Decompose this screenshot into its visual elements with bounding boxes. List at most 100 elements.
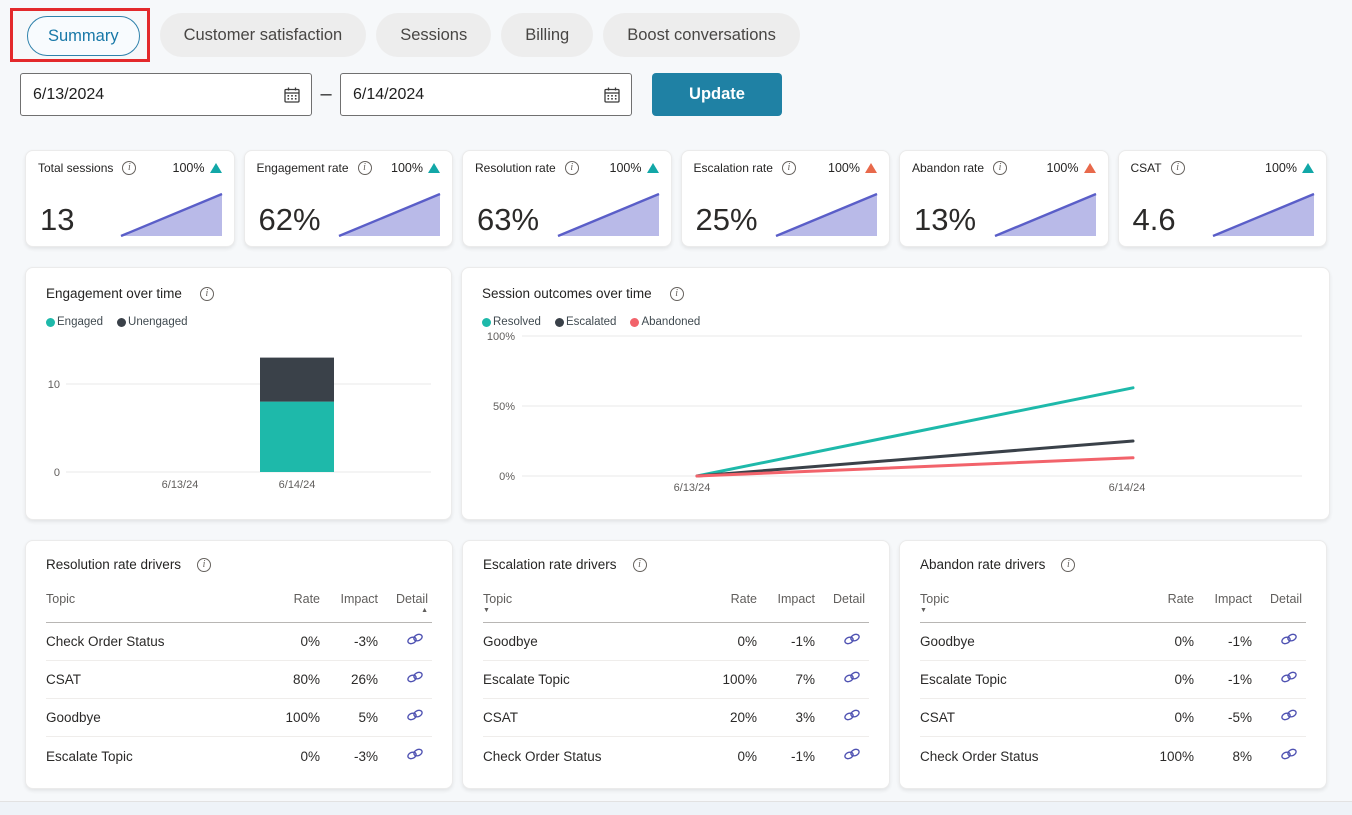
column-header-topic[interactable]: Topic ▼	[920, 592, 1136, 614]
kpi-change-value: 100%	[828, 161, 860, 175]
kpi-summary-row: Total sessions i 100% 13 Engagement rate i 100…	[0, 150, 1352, 247]
cell-topic: CSAT	[920, 710, 956, 725]
table-row: CSAT 20% 3%	[483, 699, 869, 737]
resolution-rate-drivers-card: Resolution rate drivers i Topic Rate Impact D…	[25, 540, 453, 789]
info-icon[interactable]: i	[1061, 557, 1076, 572]
drivers-table-title: Escalation rate drivers	[483, 557, 617, 572]
tab-boost-conversations[interactable]: Boost conversations	[603, 13, 800, 57]
info-icon[interactable]: i	[781, 161, 796, 175]
column-header-label: Detail	[833, 592, 865, 606]
column-header-rate[interactable]: Rate	[699, 592, 757, 606]
detail-link-icon[interactable]	[1280, 670, 1298, 687]
drivers-table-title: Abandon rate drivers	[920, 557, 1046, 572]
info-icon[interactable]: i	[197, 557, 212, 572]
legend-item-abandoned[interactable]: Abandoned	[630, 316, 700, 328]
detail-link-icon[interactable]	[1280, 708, 1298, 725]
legend-item-engaged[interactable]: Engaged	[46, 316, 103, 328]
legend-item-unengaged[interactable]: Unengaged	[117, 316, 188, 328]
column-header-impact[interactable]: Impact	[757, 592, 815, 606]
info-icon[interactable]: i	[199, 286, 214, 301]
kpi-change-value: 100%	[172, 161, 205, 175]
kpi-value: 4.6	[1132, 202, 1176, 237]
calendar-icon[interactable]	[283, 86, 301, 109]
trend-up-icon	[1302, 163, 1314, 173]
kpi-sparkline	[775, 192, 878, 237]
column-header-impact[interactable]: Impact	[320, 592, 378, 606]
cell-topic: Goodbye	[920, 634, 975, 649]
trend-up-icon	[1083, 163, 1096, 173]
bar-segment-engaged	[260, 401, 334, 472]
cell-rate: 0%	[737, 634, 757, 649]
y-axis-tick-label: 100%	[487, 331, 515, 343]
start-date-input[interactable]	[21, 74, 271, 115]
column-header-topic[interactable]: Topic ▼	[483, 592, 699, 614]
column-header-detail[interactable]: Detail	[1252, 592, 1306, 606]
update-button[interactable]: Update	[652, 73, 782, 116]
sort-descending-icon: ▼	[483, 607, 490, 614]
date-range-separator: –	[320, 83, 332, 105]
info-icon[interactable]: i	[564, 161, 579, 175]
kpi-label: Total sessions	[38, 161, 114, 175]
bar-segment-unengaged	[260, 357, 334, 402]
tab-billing[interactable]: Billing	[501, 13, 594, 57]
charts-row: Engagement over time i Engaged Unengaged …	[0, 267, 1352, 520]
info-icon[interactable]: i	[357, 161, 372, 175]
start-date-field[interactable]	[20, 73, 312, 116]
info-icon[interactable]: i	[632, 557, 647, 572]
drivers-table-header: Topic Rate Impact Detail ▲	[46, 592, 432, 623]
end-date-input[interactable]	[341, 74, 591, 115]
info-icon[interactable]: i	[122, 161, 137, 175]
legend-label: Resolved	[493, 316, 541, 328]
column-header-rate[interactable]: Rate	[1136, 592, 1194, 606]
cell-impact: 26%	[350, 672, 378, 687]
info-icon[interactable]: i	[993, 161, 1008, 175]
column-header-topic[interactable]: Topic	[46, 592, 262, 606]
detail-link-icon[interactable]	[406, 632, 424, 649]
detail-link-icon[interactable]	[406, 747, 424, 764]
detail-link-icon[interactable]	[843, 670, 861, 687]
detail-link-icon[interactable]	[406, 670, 424, 687]
kpi-change-value: 100%	[391, 161, 423, 175]
column-header-label: Rate	[1167, 592, 1194, 606]
detail-link-icon[interactable]	[843, 632, 861, 649]
column-header-detail[interactable]: Detail ▲	[378, 592, 432, 614]
column-header-detail[interactable]: Detail	[815, 592, 869, 606]
annotation-highlight: Summary	[10, 8, 150, 62]
column-header-label: Impact	[1214, 592, 1252, 606]
tab-customer-satisfaction[interactable]: Customer satisfaction	[159, 13, 367, 57]
kpi-change-value: 100%	[1265, 161, 1297, 175]
legend-label: Abandoned	[641, 316, 701, 328]
cell-topic: Check Order Status	[920, 748, 1039, 764]
legend-dot	[554, 317, 564, 327]
column-header-label: Rate	[730, 592, 757, 606]
legend-dot	[630, 317, 640, 327]
detail-link-icon[interactable]	[406, 708, 424, 725]
cell-impact: -1%	[1227, 672, 1252, 687]
column-header-rate[interactable]: Rate	[262, 592, 320, 606]
trend-up-icon	[865, 163, 877, 173]
detail-link-icon[interactable]	[843, 747, 861, 764]
info-icon[interactable]: i	[669, 286, 684, 301]
outcomes-line-chart: 100% 50% 0% 6/13/24 6/14/24	[487, 331, 1302, 494]
tab-sessions[interactable]: Sessions	[376, 13, 492, 57]
cell-topic: Escalate Topic	[46, 748, 133, 764]
cell-rate: 0%	[300, 634, 320, 649]
sort-ascending-icon: ▲	[421, 607, 428, 614]
line-series-resolved	[695, 386, 1135, 478]
detail-link-icon[interactable]	[1280, 632, 1298, 649]
y-axis-tick-label: 0%	[499, 471, 515, 483]
detail-link-icon[interactable]	[843, 708, 861, 725]
cell-rate: 80%	[292, 672, 320, 687]
column-header-impact[interactable]: Impact	[1194, 592, 1252, 606]
end-date-field[interactable]	[340, 73, 632, 116]
legend-item-resolved[interactable]: Resolved	[482, 316, 541, 328]
info-icon[interactable]: i	[1170, 161, 1185, 175]
detail-link-icon[interactable]	[1280, 747, 1298, 764]
legend-item-escalated[interactable]: Escalated	[554, 316, 616, 328]
date-filter: – Update	[0, 73, 1352, 116]
table-row: Check Order Status 100% 8%	[920, 737, 1306, 775]
cell-topic: Check Order Status	[483, 748, 602, 764]
outcomes-chart-title: Session outcomes over time	[482, 286, 652, 301]
calendar-icon[interactable]	[603, 86, 621, 109]
tab-summary[interactable]: Summary	[27, 16, 140, 56]
